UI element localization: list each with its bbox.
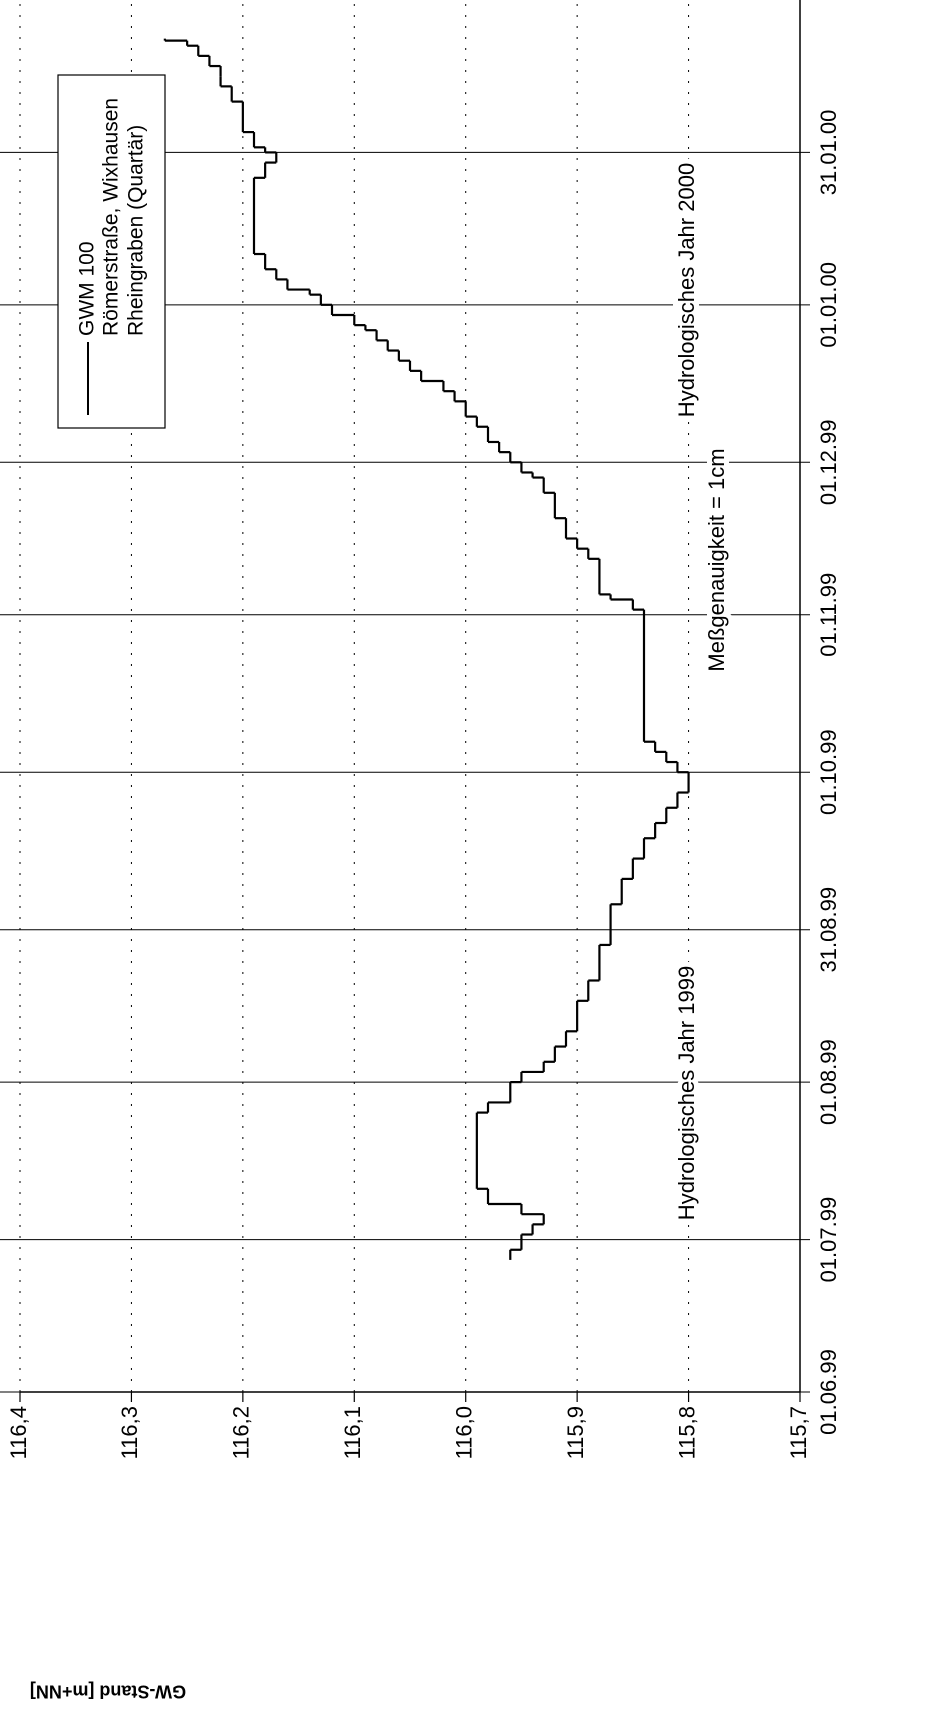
annotation: Hydrologisches Jahr 2000 xyxy=(674,163,699,417)
y-axis-label: GW-Stand [m+NN] xyxy=(30,1681,186,1701)
legend-note: Römerstraße, Wixhausen xyxy=(100,98,123,336)
x-tick-label: 01.08.99 xyxy=(816,1039,841,1125)
legend-box xyxy=(57,74,166,429)
x-tick-label: 31.01.00 xyxy=(816,110,841,196)
legend-label: GWM 100 xyxy=(76,241,99,336)
x-tick-label: 01.01.00 xyxy=(816,262,841,348)
y-tick-label: 116,2 xyxy=(229,1406,254,1459)
x-tick-label: 01.07.99 xyxy=(816,1197,841,1283)
y-tick-label: 115,7 xyxy=(786,1406,811,1459)
annotation: Hydrologisches Jahr 1999 xyxy=(674,966,699,1220)
x-tick-label: 01.10.99 xyxy=(816,729,841,815)
x-tick-label: 31.08.99 xyxy=(816,887,841,973)
x-tick-label: 01.06.99 xyxy=(816,1349,841,1435)
annotation: Meßgenauigkeit = 1cm xyxy=(704,448,729,671)
y-tick-label: 116,1 xyxy=(340,1406,365,1459)
y-tick-label: 116,4 xyxy=(6,1406,31,1459)
legend-note: Rheingraben (Quartär) xyxy=(125,125,148,336)
y-tick-label: 116,0 xyxy=(452,1406,477,1459)
rotated-chart: 116,4 116,3 116,2 116,1 116,0 115,9 115,8 115,7… xyxy=(0,0,841,1701)
x-tick-label: 01.12.99 xyxy=(816,419,841,505)
x-tick-label: 01.11.99 xyxy=(816,573,841,657)
y-tick-label: 115,9 xyxy=(563,1406,588,1459)
y-tick-label: 116,3 xyxy=(117,1406,142,1459)
y-tick-label: 115,8 xyxy=(674,1406,699,1459)
